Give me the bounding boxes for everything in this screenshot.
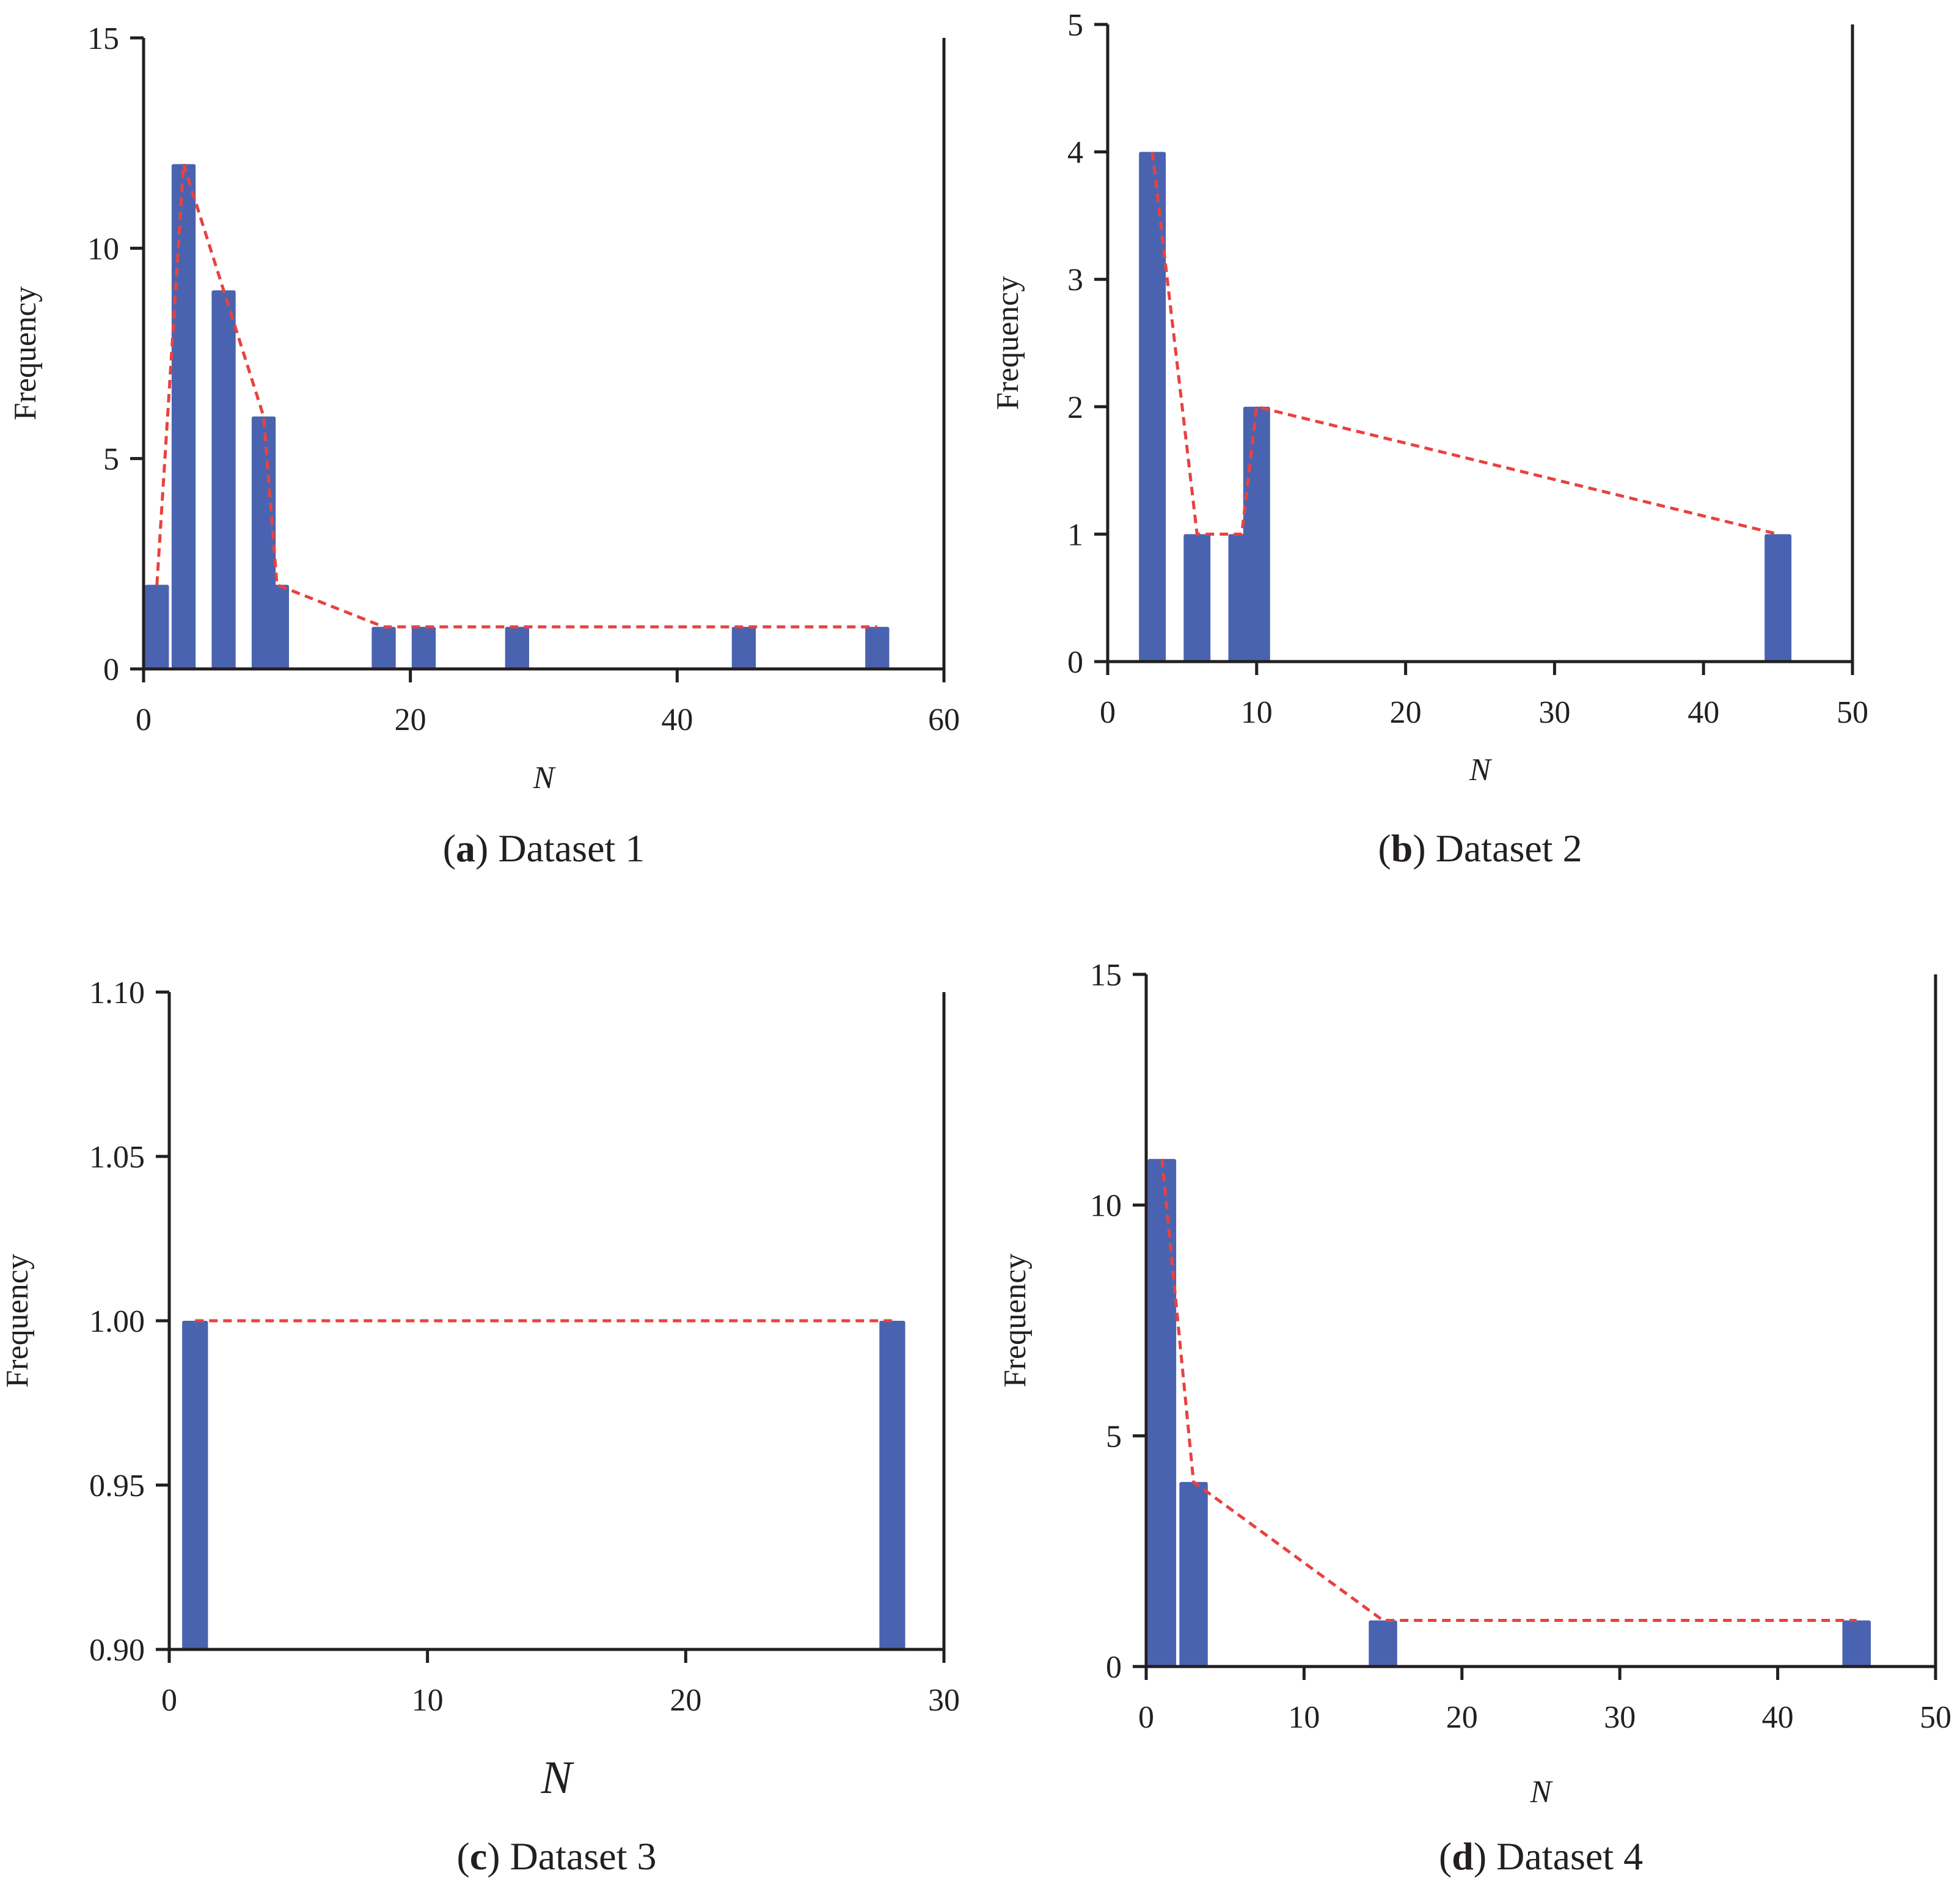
x-tick-label-d-5: 50 [1920, 1700, 1951, 1735]
panel-d-histogram: 0 10 20 30 40 50 0 5 10 15 Frequency N (d) Dataset 4 [998, 958, 1951, 1878]
caption-c: (c) Dataset 3 [457, 1835, 657, 1878]
bar-a-6 [411, 627, 436, 669]
panel-b-histogram: 0 10 20 30 40 50 0 1 2 3 4 5 Frequency N (b) Dataset 2 [990, 8, 1868, 870]
y-tick-label-d-3: 15 [1090, 958, 1122, 993]
caption-a: (a) Dataset 1 [443, 827, 645, 870]
y-tick-label-c-0: 0.90 [89, 1633, 145, 1668]
x-tick-label-c-2: 20 [670, 1683, 701, 1718]
bar-d-1 [1179, 1481, 1208, 1667]
x-tick-label-a-0: 0 [136, 703, 152, 737]
bar-a-2 [211, 290, 236, 669]
bar-b-3 [1243, 406, 1270, 662]
caption-d: (d) Dataset 4 [1439, 1835, 1643, 1878]
bar-a-8 [731, 627, 756, 669]
x-tick-label-d-1: 10 [1288, 1700, 1320, 1735]
y-tick-label-c-3: 1.05 [89, 1140, 145, 1175]
axes-frame-b [1106, 24, 1854, 663]
x-tick-label-a-1: 20 [395, 703, 426, 737]
x-tick-label-b-3: 30 [1538, 695, 1570, 730]
y-tick-label-d-2: 10 [1090, 1189, 1122, 1224]
y-tick-label-a-0: 0 [103, 652, 119, 687]
x-tick-label-b-1: 10 [1241, 695, 1273, 730]
bar-d-0 [1147, 1159, 1177, 1667]
bar-a-1 [171, 164, 196, 670]
bar-b-4 [1764, 534, 1792, 662]
y-axis-title-d: Frequency [998, 1254, 1033, 1387]
y-axis-title-a: Frequency [8, 287, 43, 420]
bar-a-4 [265, 585, 289, 669]
y-tick-label-b-0: 0 [1067, 645, 1083, 680]
y-tick-label-b-1: 1 [1067, 517, 1083, 552]
y-tick-label-b-3: 3 [1067, 263, 1083, 298]
bar-c-0 [182, 1321, 208, 1649]
bar-a-9 [865, 627, 890, 669]
panel-a-histogram: 0 20 40 60 0 5 10 15 Frequency N (a) Dataset 1 [8, 21, 960, 870]
y-axis-title-c: Frequency [0, 1254, 35, 1387]
bar-a-5 [371, 627, 396, 669]
x-axis-title-b: N [1469, 753, 1493, 787]
x-tick-label-b-4: 40 [1688, 695, 1719, 730]
caption-b: (b) Dataset 2 [1378, 827, 1582, 870]
y-tick-label-d-1: 5 [1106, 1419, 1122, 1454]
trend-line-a [155, 163, 877, 629]
bar-a-7 [505, 627, 529, 669]
bar-d-3 [1842, 1620, 1871, 1667]
x-tick-label-c-0: 0 [161, 1683, 177, 1718]
x-tick-label-a-2: 40 [661, 703, 693, 737]
bar-b-1 [1183, 534, 1211, 662]
x-axis-title-a: N [533, 761, 557, 795]
bar-a-0 [145, 585, 169, 669]
y-tick-label-c-1: 0.95 [89, 1469, 145, 1503]
bar-b-0 [1139, 152, 1166, 662]
bar-c-1 [879, 1321, 905, 1649]
x-tick-label-d-0: 0 [1138, 1700, 1154, 1735]
x-tick-label-d-2: 20 [1446, 1700, 1478, 1735]
y-tick-label-a-2: 10 [87, 232, 119, 266]
panel-c-histogram: 0 10 20 30 0.90 0.95 1.00 1.05 1.10 Frequency N (c)… [0, 976, 960, 1878]
y-tick-label-b-2: 2 [1067, 390, 1083, 425]
x-tick-label-a-3: 60 [928, 703, 960, 737]
x-tick-label-b-2: 20 [1390, 695, 1422, 730]
y-tick-label-a-3: 15 [87, 21, 119, 56]
y-tick-label-d-0: 0 [1106, 1650, 1122, 1685]
y-axis-title-b: Frequency [990, 276, 1025, 410]
x-axis-title-d: N [1530, 1775, 1554, 1809]
trend-line-d [1160, 1158, 1857, 1622]
axes-frame-d [1144, 974, 1937, 1668]
x-tick-label-b-5: 50 [1837, 695, 1868, 730]
x-tick-label-c-1: 10 [412, 1683, 444, 1718]
x-tick-label-b-0: 0 [1100, 695, 1116, 730]
y-tick-label-b-4: 4 [1067, 136, 1083, 170]
x-tick-label-d-4: 40 [1762, 1700, 1794, 1735]
y-tick-label-c-4: 1.10 [89, 976, 145, 1010]
x-tick-label-d-3: 30 [1604, 1700, 1636, 1735]
axes-frame-a [142, 38, 946, 671]
trend-line-b [1150, 152, 1779, 536]
y-tick-label-a-1: 5 [103, 442, 119, 477]
y-tick-label-c-2: 1.00 [89, 1304, 145, 1339]
y-tick-label-b-5: 5 [1067, 8, 1083, 43]
x-tick-label-c-3: 30 [928, 1683, 960, 1718]
bar-d-2 [1369, 1620, 1397, 1667]
x-axis-title-c: N [541, 1752, 575, 1803]
